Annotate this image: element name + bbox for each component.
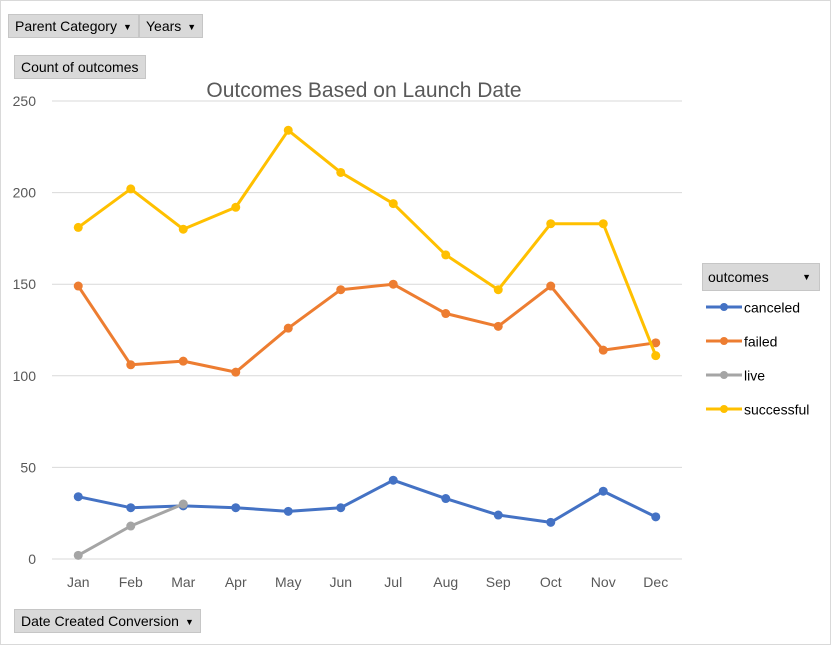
data-point-failed[interactable] [283,323,293,333]
data-point-canceled[interactable] [441,494,451,504]
series-line-failed [77,282,656,374]
x-tick-label: Jun [329,574,352,590]
data-point-canceled[interactable] [283,506,293,516]
data-point-canceled[interactable] [126,503,136,513]
data-point-successful[interactable] [598,219,608,229]
x-tick-label: Nov [591,574,616,590]
years-filter-button[interactable]: Years ▼ [139,14,204,38]
data-point-successful[interactable] [336,167,346,177]
parent-category-filter-button[interactable]: Parent Category ▼ [8,14,139,38]
data-point-successful[interactable] [388,199,398,209]
legend-swatch [706,303,742,312]
data-point-canceled[interactable] [493,510,503,520]
data-point-canceled[interactable] [388,475,398,485]
legend-swatch [706,371,742,380]
years-label: Years [146,18,182,34]
legend-label: failed [744,333,778,350]
legend-swatch [706,405,742,414]
data-point-canceled[interactable] [651,512,661,522]
series-line-successful [77,128,658,357]
data-point-failed[interactable] [598,345,608,355]
legend-item-successful[interactable]: successful [704,398,809,418]
data-point-successful[interactable] [178,224,188,234]
data-point-canceled[interactable] [231,503,241,513]
legend-item-canceled[interactable]: canceled [704,296,800,316]
data-point-failed[interactable] [231,367,241,377]
data-point-successful[interactable] [283,125,293,135]
legend-field-label: outcomes [708,269,769,285]
data-point-failed[interactable] [178,356,188,366]
legend-field-filter-button[interactable]: outcomes ▼ [702,263,820,291]
x-tick-label: Oct [540,574,562,590]
data-point-successful[interactable] [73,222,83,232]
series-line-canceled [77,478,657,524]
data-point-failed[interactable] [336,285,346,295]
series-failed [73,279,661,377]
x-axis-ticks: Jan Feb Mar Apr May Jun Jul Aug Sep Oct Nov Dec [67,574,668,590]
data-point-successful[interactable] [651,351,661,361]
data-point-failed[interactable] [73,281,83,291]
x-tick-label: Sep [486,574,511,590]
dropdown-arrow-icon: ▼ [802,272,811,282]
legend-label: canceled [744,299,801,316]
data-point-successful[interactable] [126,184,136,194]
y-tick-label: 0 [28,551,36,567]
axis-field-filter-button[interactable]: Date Created Conversion ▼ [14,609,201,633]
dropdown-arrow-icon: ▼ [187,22,197,32]
dropdown-arrow-icon: ▼ [184,617,194,627]
axis-field-label: Date Created Conversion [21,613,179,629]
x-tick-label: May [275,574,301,590]
dropdown-arrow-icon: ▼ [122,22,132,32]
data-point-successful[interactable] [441,250,451,260]
data-point-live[interactable] [178,499,188,509]
data-point-canceled[interactable] [73,492,83,502]
data-point-canceled[interactable] [546,517,556,527]
x-tick-label: Jul [384,574,402,590]
values-field-button[interactable]: Count of outcomes [14,55,146,79]
x-tick-label: Feb [119,574,143,590]
y-tick-label: 150 [13,276,37,292]
x-tick-label: Mar [171,574,195,590]
data-point-failed[interactable] [126,360,136,370]
y-tick-label: 250 [13,93,37,109]
data-point-failed[interactable] [388,279,398,289]
data-point-live[interactable] [126,521,136,531]
x-tick-label: Jan [67,574,90,590]
values-field-label: Count of outcomes [21,59,139,75]
legend-label: live [744,367,766,384]
series-live [73,499,188,560]
legend-label: successful [744,401,810,418]
y-tick-label: 200 [13,185,37,201]
data-point-failed[interactable] [493,321,503,331]
data-point-canceled[interactable] [598,486,608,496]
chart-title: Outcomes Based on Launch Date [206,79,521,102]
x-tick-label: Aug [433,574,458,590]
data-point-live[interactable] [73,550,83,560]
data-point-failed[interactable] [441,309,451,319]
x-tick-label: Apr [225,574,247,590]
data-point-successful[interactable] [493,285,503,295]
x-tick-label: Dec [643,574,668,590]
gridlines [52,100,682,560]
parent-category-label: Parent Category [15,18,117,34]
series-lines [73,125,661,560]
data-point-canceled[interactable] [336,503,346,513]
legend-item-failed[interactable]: failed [704,330,777,350]
series-canceled [73,475,661,527]
y-tick-label: 50 [20,459,36,475]
data-point-successful[interactable] [231,202,241,212]
legend-item-live[interactable]: live [704,364,765,384]
y-tick-label: 100 [13,368,37,384]
data-point-successful[interactable] [546,219,556,229]
series-successful [73,125,661,361]
y-axis-ticks: 0 50 100 150 200 250 [13,93,37,567]
data-point-failed[interactable] [546,281,556,291]
legend-swatch [706,337,742,346]
data-point-failed[interactable] [651,338,661,348]
